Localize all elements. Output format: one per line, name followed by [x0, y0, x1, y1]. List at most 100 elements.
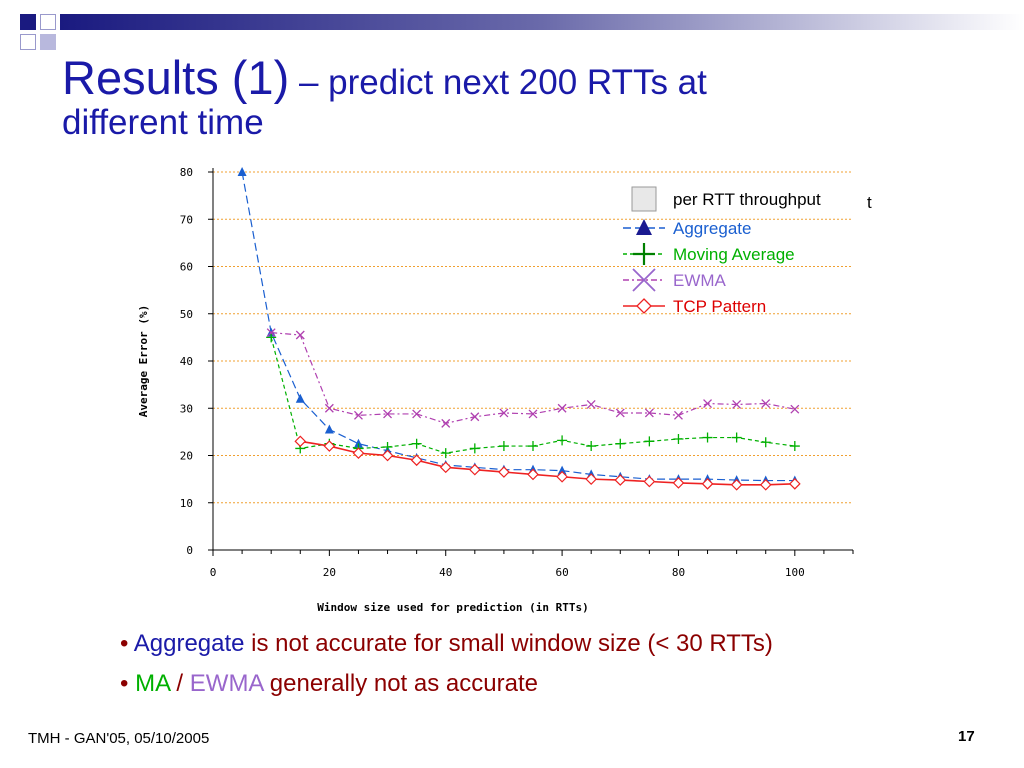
logo-square-light: [40, 34, 56, 50]
bullet-text-part: /: [169, 670, 190, 697]
data-point-aggregate-shape: [353, 438, 363, 448]
legend-label: TCP Pattern: [673, 297, 766, 316]
data-point-moving-average-shape: [266, 332, 277, 343]
data-point-aggregate-shape: [324, 424, 334, 434]
data-point-moving-average: [440, 448, 451, 459]
bullet-item: • Aggregate is not accurate for small wi…: [120, 630, 773, 658]
data-point-tcp-pattern: [556, 470, 568, 483]
legend-marker-shape: [636, 298, 652, 314]
data-point-ewma: [673, 410, 683, 420]
data-point-ewma: [586, 400, 596, 409]
logo-square-navy: [20, 14, 36, 30]
bullet-text-part: MA: [135, 670, 170, 697]
data-point-moving-average: [528, 441, 538, 452]
data-point-ewma: [353, 410, 363, 420]
title-line2: different time: [62, 103, 264, 142]
data-point-moving-average-shape: [498, 441, 509, 452]
data-point-tcp-pattern: [468, 463, 481, 476]
data-point-moving-average: [498, 441, 509, 452]
data-point-tcp-pattern-shape: [323, 440, 336, 452]
data-point-tcp-pattern: [701, 478, 714, 490]
data-point-moving-average: [266, 332, 277, 343]
legend-label: EWMA: [673, 271, 727, 290]
y-tick-label: 50: [180, 308, 193, 321]
data-point-tcp-pattern-shape: [527, 468, 539, 481]
data-point-aggregate: [237, 167, 247, 176]
y-tick-label: 70: [180, 213, 193, 226]
data-point-moving-average: [731, 432, 742, 443]
y-tick-label: 40: [180, 355, 193, 368]
y-tick-label: 30: [180, 402, 193, 415]
data-point-moving-average-shape: [440, 448, 451, 459]
data-point-tcp-pattern: [730, 478, 743, 491]
data-point-aggregate: [295, 393, 305, 403]
x-tick-label: 80: [672, 566, 685, 579]
title-sub: – predict next 200 RTTs at: [289, 63, 707, 102]
data-point-moving-average: [469, 443, 480, 454]
data-point-tcp-pattern: [614, 474, 627, 486]
data-point-ewma: [383, 409, 393, 419]
logo-square-outline-2: [20, 34, 36, 50]
y-tick-label: 80: [180, 166, 193, 179]
data-point-tcp-pattern: [294, 435, 307, 448]
bullet-text-part: is not accurate for small window size (<…: [244, 630, 773, 657]
data-point-moving-average: [789, 441, 800, 452]
data-point-ewma-shape: [266, 328, 276, 338]
data-point-ewma-shape: [644, 408, 654, 418]
y-tick-label: 10: [180, 497, 193, 510]
data-point-moving-average: [702, 432, 713, 443]
page-title: Results (1) – predict next 200 RTTs at d…: [62, 50, 707, 143]
bullet-text-part: EWMA: [189, 670, 264, 697]
data-point-tcp-pattern: [759, 478, 772, 491]
data-point-tcp-pattern-shape: [439, 461, 452, 474]
data-point-aggregate-shape: [295, 393, 305, 403]
legend-label: Moving Average: [673, 245, 795, 264]
data-point-ewma-shape: [383, 409, 393, 419]
y-tick-label: 20: [180, 450, 193, 463]
data-point-ewma: [412, 409, 422, 419]
bullet-dot: •: [120, 630, 134, 657]
data-point-ewma-shape: [441, 418, 451, 428]
data-point-moving-average-shape: [411, 438, 422, 449]
data-point-tcp-pattern-shape: [468, 463, 481, 476]
data-point-tcp-pattern: [323, 440, 336, 452]
data-point-ewma-shape: [499, 408, 509, 418]
bullet-text-part: Aggregate: [133, 630, 245, 657]
x-tick-label: 40: [439, 566, 452, 579]
data-point-tcp-pattern: [439, 461, 452, 474]
data-point-tcp-pattern-shape: [730, 478, 743, 491]
data-point-ewma: [499, 408, 509, 418]
data-point-moving-average-shape: [586, 441, 597, 452]
y-tick-label: 60: [180, 261, 193, 274]
data-point-tcp-pattern: [585, 473, 598, 485]
data-point-moving-average-shape: [557, 435, 568, 446]
data-point-ewma: [703, 399, 713, 408]
data-point-ewma-shape: [528, 409, 538, 419]
data-point-ewma-shape: [412, 409, 422, 419]
data-point-tcp-pattern-shape: [672, 477, 685, 489]
data-point-ewma: [644, 408, 654, 418]
data-point-ewma: [295, 330, 305, 340]
data-point-ewma: [557, 403, 567, 413]
data-point-moving-average-shape: [760, 437, 771, 448]
x-axis-label: Window size used for prediction (in RTTs…: [317, 601, 589, 614]
data-point-moving-average-shape: [644, 436, 655, 447]
data-point-ewma: [790, 404, 800, 414]
data-point-tcp-pattern-shape: [352, 447, 365, 459]
page-number: 17: [958, 728, 975, 745]
data-point-moving-average-shape: [673, 433, 684, 444]
data-point-tcp-pattern: [352, 447, 365, 459]
data-point-tcp-pattern-shape: [614, 474, 627, 486]
legend-text-cursor: t: [867, 193, 872, 212]
data-point-moving-average-shape: [528, 441, 538, 452]
data-point-ewma: [470, 412, 480, 422]
x-tick-label: 60: [555, 566, 568, 579]
data-point-ewma-shape: [353, 410, 363, 420]
data-point-moving-average: [615, 438, 626, 449]
title-main: Results (1): [62, 51, 290, 104]
data-point-ewma-shape: [324, 403, 334, 413]
legend-marker: [633, 243, 655, 265]
data-point-aggregate-shape: [237, 167, 247, 176]
data-point-aggregate: [324, 424, 334, 434]
data-point-tcp-pattern: [498, 466, 510, 478]
